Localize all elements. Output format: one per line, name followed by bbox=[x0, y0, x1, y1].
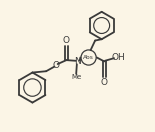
Text: N: N bbox=[74, 57, 81, 66]
Text: O: O bbox=[52, 61, 60, 70]
Text: Abs: Abs bbox=[83, 55, 94, 60]
Text: O: O bbox=[101, 78, 108, 87]
Text: Me: Me bbox=[71, 74, 81, 80]
Text: OH: OH bbox=[111, 53, 125, 62]
Text: O: O bbox=[63, 36, 70, 45]
